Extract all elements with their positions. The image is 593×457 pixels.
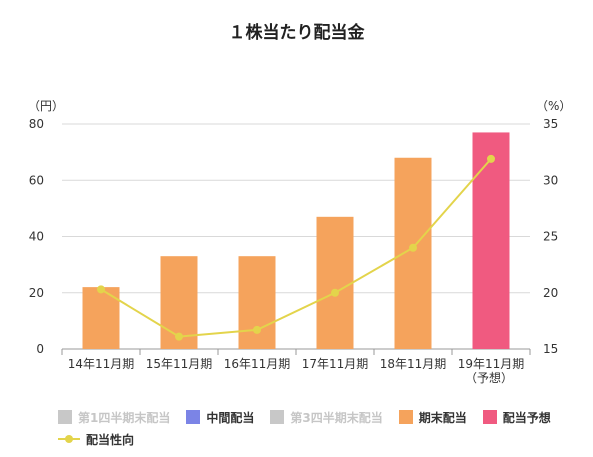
legend-swatch — [482, 410, 497, 424]
bar — [316, 216, 354, 349]
legend-swatch — [270, 410, 285, 424]
y-left-tick-label: 0 — [36, 342, 44, 356]
y-right-tick-label: 35 — [543, 117, 558, 131]
payout-ratio-point — [331, 288, 339, 297]
x-tick-label-sub: （予想） — [465, 370, 513, 385]
chart-legend: 第1四半期末配当 中間配当 第3四半期末配当 期末配当 配当予想 配当性向 — [58, 406, 588, 450]
x-tick-label: 17年11月期 — [302, 357, 369, 371]
payout-ratio-point — [487, 154, 495, 163]
y-right-tick-label: 20 — [543, 286, 558, 300]
legend-swatch — [58, 432, 80, 446]
right-axis-unit: （%） — [536, 99, 571, 113]
legend-label: 配当予想 — [502, 410, 551, 425]
legend-item[interactable]: 配当予想 — [482, 409, 551, 426]
chart-title: １株当たり配当金 — [228, 23, 365, 43]
payout-ratio-point — [253, 325, 261, 334]
payout-ratio-point — [175, 332, 183, 341]
y-right-tick-label: 15 — [543, 342, 558, 356]
legend-item[interactable]: 中間配当 — [186, 409, 254, 426]
legend-item[interactable]: 第3四半期末配当 — [270, 409, 383, 426]
legend-swatch — [186, 410, 201, 424]
bar — [394, 157, 432, 349]
legend-label: 配当性向 — [86, 432, 135, 447]
x-tick-label: 18年11月期 — [380, 357, 447, 371]
x-tick-label: 15年11月期 — [146, 357, 213, 371]
y-left-tick-label: 20 — [29, 286, 44, 300]
y-right-tick-label: 30 — [543, 173, 558, 187]
payout-ratio-point — [409, 243, 417, 252]
legend-label: 期末配当 — [418, 410, 467, 425]
legend-item[interactable]: 期末配当 — [398, 409, 467, 426]
payout-ratio-line — [100, 158, 492, 338]
legend-label: 第1四半期末配当 — [78, 410, 171, 425]
y-left-tick-label: 60 — [29, 173, 44, 187]
bar — [472, 132, 510, 349]
payout-ratio-point — [97, 285, 105, 294]
left-axis-unit: （円） — [28, 99, 64, 113]
y-right-tick-label: 25 — [543, 230, 558, 244]
x-tick-label: 19年11月期 — [458, 357, 525, 371]
legend-label: 第3四半期末配当 — [290, 410, 383, 425]
bar — [238, 256, 276, 349]
chart-plot: 0 20 40 60 80 15 20 25 30 35 14年11月期 15年11月期 16年11月期… — [28, 99, 571, 385]
legend-item[interactable]: 配当性向 — [58, 431, 134, 448]
y-left-tick-label: 80 — [29, 117, 44, 131]
legend-swatch — [398, 410, 413, 424]
x-tick-label: 14年11月期 — [68, 357, 135, 371]
legend-label: 中間配当 — [206, 410, 255, 425]
y-left-tick-label: 40 — [29, 230, 44, 244]
legend-item[interactable]: 第1四半期末配当 — [58, 409, 170, 426]
legend-swatch — [58, 410, 72, 424]
x-tick-label: 16年11月期 — [224, 357, 291, 371]
